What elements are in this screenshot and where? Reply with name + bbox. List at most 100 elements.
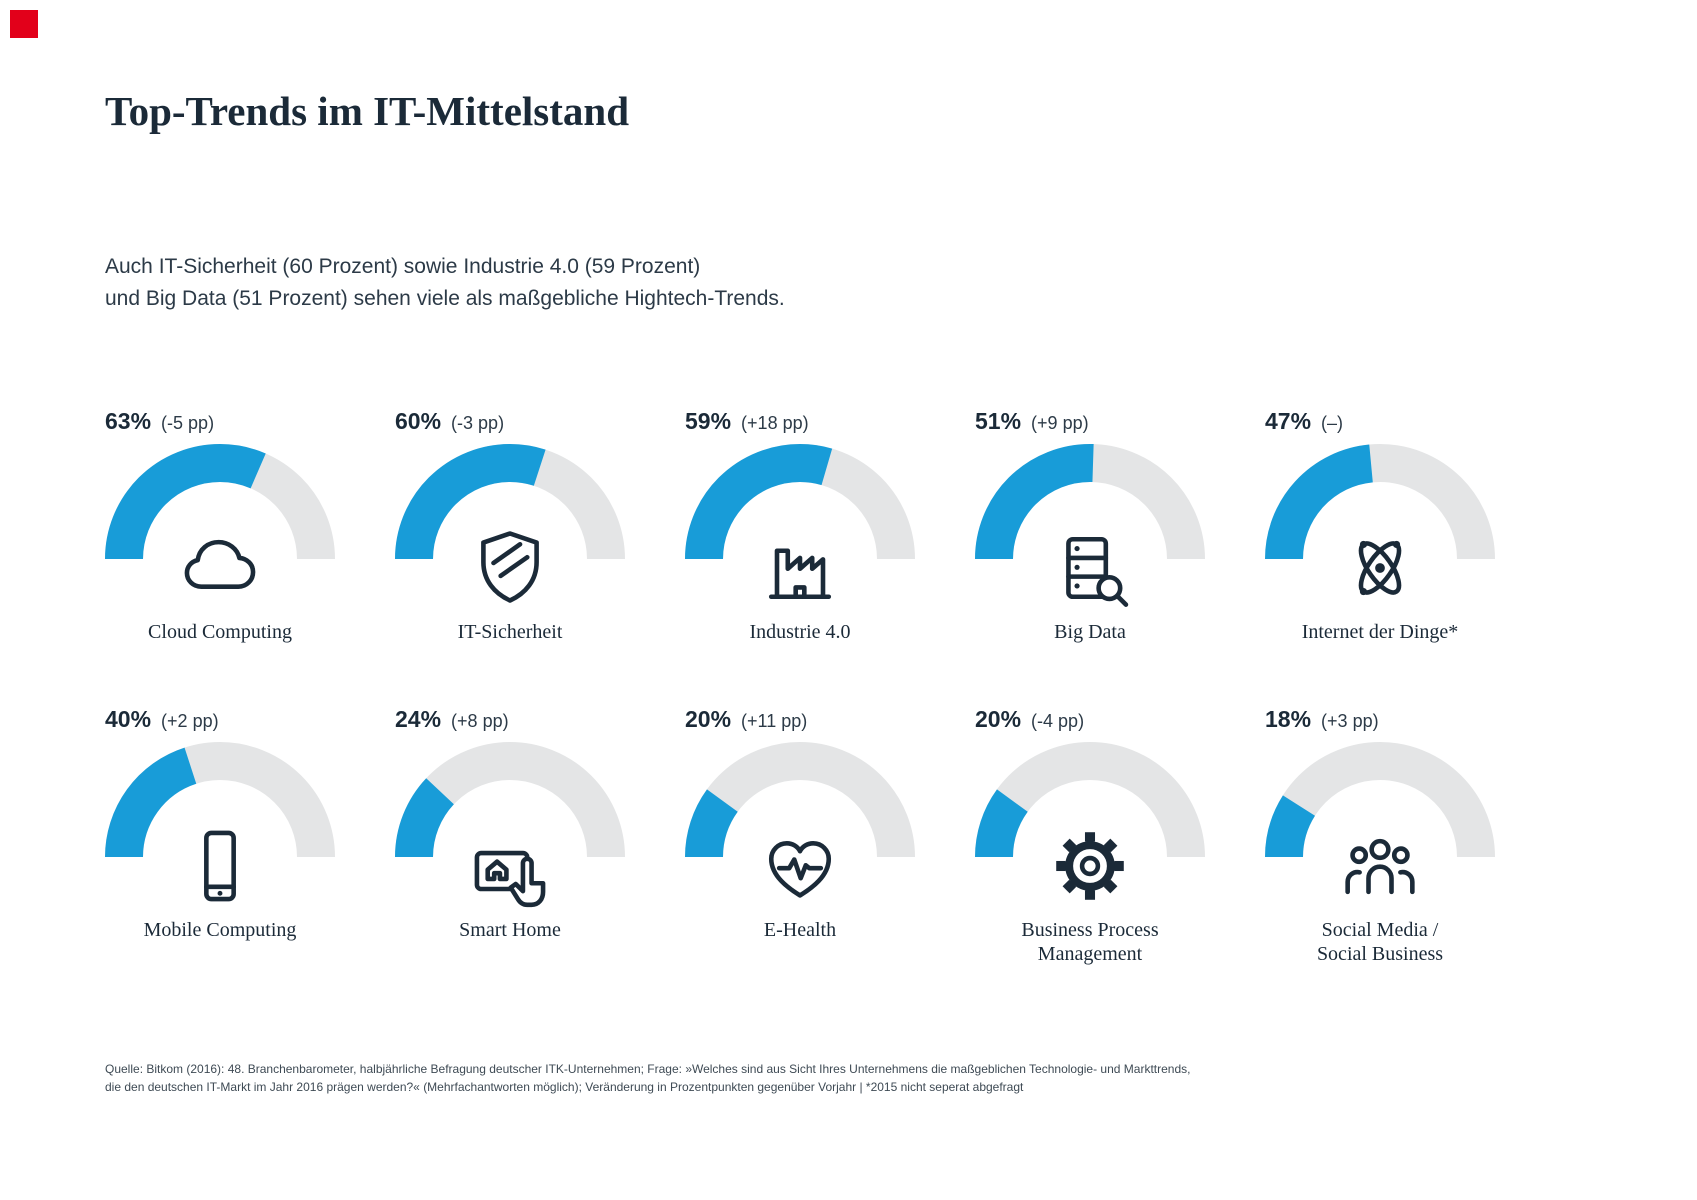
- gauge-value-arc: [1265, 444, 1495, 560]
- gauge-value: 18%: [1265, 706, 1312, 733]
- gauge-header: 24% (+8 pp): [395, 706, 625, 736]
- footnote-line-2: die den deutschen IT-Markt im Jahr 2016 …: [105, 1080, 1024, 1094]
- gauge-graphic: [1265, 444, 1495, 616]
- gauge-header: 18% (+3 pp): [1265, 706, 1495, 736]
- gauge-icon: [1044, 820, 1136, 912]
- gauge-header: 40% (+2 pp): [105, 706, 335, 736]
- heart-pulse-icon: [768, 841, 832, 898]
- gauge-value: 59%: [685, 408, 732, 435]
- gauge-header: 63% (-5 pp): [105, 408, 335, 438]
- gauge-value: 20%: [975, 706, 1022, 733]
- gauge-graphic: [685, 742, 915, 914]
- footnote-line-1: Quelle: Bitkom (2016): 48. Branchenbarom…: [105, 1062, 1191, 1076]
- gauge-icon: [174, 820, 266, 912]
- gauge-label: IT-Sicherheit: [457, 621, 563, 644]
- gauge-value-arc: [1265, 742, 1495, 858]
- gauge-change: (-3 pp): [451, 413, 505, 434]
- gauge-arc: [685, 742, 915, 858]
- gauge: 51% (+9 pp) Big Data: [975, 408, 1205, 644]
- gauge-arc: [1265, 742, 1495, 858]
- gauge-icon: [1044, 522, 1136, 614]
- gauge: 40% (+2 pp) Mobile Computing: [105, 706, 335, 966]
- gauge-icon: [464, 820, 556, 912]
- gauge-change: (+9 pp): [1031, 413, 1089, 434]
- gauge-header: 51% (+9 pp): [975, 408, 1205, 438]
- gauge-graphic: [685, 444, 915, 616]
- gauge-value: 63%: [105, 408, 152, 435]
- gauge-grid: 63% (-5 pp) Cloud Computing 60% (-3 pp) IT…: [105, 408, 1592, 966]
- gauge-value-arc: [975, 742, 1205, 858]
- gauge-header: 59% (+18 pp): [685, 408, 915, 438]
- factory-icon: [768, 548, 832, 600]
- gauge-arc: [685, 444, 915, 560]
- smart-home-icon: [474, 850, 546, 908]
- cloud-icon: [184, 539, 256, 590]
- gauge-label: Social Media / Social Business: [1316, 919, 1444, 966]
- gauge-value: 24%: [395, 706, 442, 733]
- gauge-arc: [105, 742, 335, 858]
- gauge-icon: [464, 522, 556, 614]
- gauge-label: Business Process Management: [1021, 919, 1159, 966]
- gauge-value-arc: [395, 444, 625, 560]
- gauge-arc: [395, 742, 625, 858]
- gauge-label: Internet der Dinge*: [1301, 621, 1459, 644]
- gauge-value-arc: [105, 742, 335, 858]
- gauge-label: Smart Home: [459, 919, 561, 942]
- subtitle-line-1: Auch IT-Sicherheit (60 Prozent) sowie In…: [105, 255, 701, 279]
- gauge-header: 60% (-3 pp): [395, 408, 625, 438]
- gauge: 60% (-3 pp) IT-Sicherheit: [395, 408, 625, 644]
- gauge: 24% (+8 pp) Smart Home: [395, 706, 625, 966]
- gauge-value: 51%: [975, 408, 1022, 435]
- gauge-label: Industrie 4.0: [749, 621, 851, 644]
- gauge-arc: [1265, 444, 1495, 560]
- gauge-change: (+3 pp): [1321, 711, 1379, 732]
- gauge-arc: [105, 444, 335, 560]
- server-search-icon: [1066, 537, 1129, 608]
- gauge-graphic: [1265, 742, 1495, 914]
- gauge-label: Mobile Computing: [143, 919, 297, 942]
- gauge-value-arc: [975, 444, 1205, 560]
- gauge-label: Cloud Computing: [148, 621, 292, 644]
- gauge: 63% (-5 pp) Cloud Computing: [105, 408, 335, 644]
- gauge: 20% (-4 pp) Business Process Management: [975, 706, 1205, 966]
- gauge-icon: [174, 522, 266, 614]
- gauge-value-arc: [395, 742, 625, 858]
- gauge-value: 47%: [1265, 408, 1312, 435]
- gauge: 18% (+3 pp) Social Media / Social Busines…: [1265, 706, 1495, 966]
- gauge-value: 60%: [395, 408, 442, 435]
- gauge-graphic: [395, 444, 625, 616]
- gauge-header: 20% (+11 pp): [685, 706, 915, 736]
- gauge: 20% (+11 pp) E-Health: [685, 706, 915, 966]
- gauge: 47% (–) Internet der Dinge*: [1265, 408, 1495, 644]
- content: Top-Trends im IT-Mittelstand Auch IT-Sic…: [0, 88, 1697, 966]
- gauge-arc: [395, 444, 625, 560]
- shield-icon: [481, 531, 539, 603]
- gauge-graphic: [105, 444, 335, 616]
- atom-icon: [1358, 540, 1402, 596]
- gauge-change: (-5 pp): [161, 413, 215, 434]
- gauge-graphic: [395, 742, 625, 914]
- gauge-label: Big Data: [1054, 621, 1126, 644]
- gauge-change: (+8 pp): [451, 711, 509, 732]
- gauge-change: (+11 pp): [741, 711, 808, 732]
- smartphone-icon: [204, 830, 236, 902]
- gauge-label: E-Health: [763, 919, 837, 942]
- gauge-value: 40%: [105, 706, 152, 733]
- gauge-graphic: [105, 742, 335, 914]
- gauge-change: (+2 pp): [161, 711, 219, 732]
- gauge-value: 20%: [685, 706, 732, 733]
- bitkom-brand-mark: [10, 10, 38, 38]
- gauge-value-arc: [685, 444, 915, 560]
- people-icon: [1345, 838, 1415, 895]
- gauge-value-arc: [105, 444, 335, 560]
- gauge-change: (-4 pp): [1031, 711, 1085, 732]
- gauge-value-arc: [685, 742, 915, 858]
- gauge-arc: [975, 444, 1205, 560]
- page-title: Top-Trends im IT-Mittelstand: [105, 88, 629, 134]
- gauge-header: 47% (–): [1265, 408, 1495, 438]
- gauge-graphic: [975, 444, 1205, 616]
- gauge-change: (+18 pp): [741, 413, 809, 434]
- gauge-change: (–): [1321, 413, 1344, 434]
- gauge-arc: [975, 742, 1205, 858]
